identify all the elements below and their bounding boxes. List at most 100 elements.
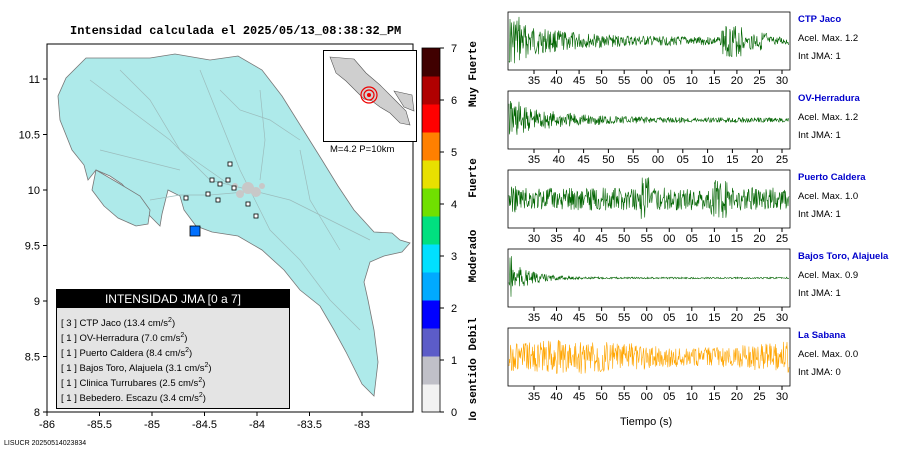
station-info-block: La Sabana Acel. Max. 0.0 Int JMA: 0 (798, 330, 858, 378)
map-x-tick-label: -83.5 (297, 419, 322, 431)
station-acel-label: Acel. Max. (798, 112, 843, 123)
waveform-x-tick-label: 50 (596, 75, 608, 87)
waveform-x-tick-label: 20 (751, 154, 763, 166)
station-acel: Acel. Max. 1.0 (798, 191, 866, 202)
waveform-x-tick-label: 50 (596, 312, 608, 324)
waveform-x-tick-label: 10 (686, 75, 698, 87)
waveform-x-tick-label: 25 (776, 154, 788, 166)
legend-unit: cm/s (184, 363, 205, 375)
scale-tick-label: 5 (451, 147, 457, 159)
legend-unit-exponent: 2 (204, 362, 209, 369)
map-y-tick-label: 10.5 (19, 130, 40, 142)
station-name: OV-Herradura (798, 93, 860, 104)
map-y-tick-label: 9 (34, 296, 40, 308)
urban-cluster (232, 182, 265, 198)
station-info-block: CTP Jaco Acel. Max. 1.2 Int JMA: 1 (798, 14, 858, 62)
waveform-x-tick-label: 55 (627, 154, 639, 166)
station-int-value: 1 (835, 209, 841, 220)
epicenter-ring-mid (363, 89, 375, 101)
waveform-x-tick-label: 10 (686, 312, 698, 324)
legend-row: [ 1 ] Puerto Caldera (8.4 cm/s2) (61, 347, 193, 360)
station-acel: Acel. Max. 1.2 (798, 33, 858, 44)
waveform-x-tick-label: 30 (776, 391, 788, 403)
peninsula-shape (91, 169, 151, 227)
station-info-column: CTP Jaco Acel. Max. 1.2 Int JMA: 1 OV-Herra… (798, 0, 910, 440)
map-y-tick-label: 8.5 (25, 352, 40, 364)
waveform-panel: 30 35 40 45 50 55 00 05 10 15 20 25 (507, 169, 791, 245)
legend-header: INTENSIDAD JMA [0 a 7] (57, 290, 289, 308)
station-int-value: 1 (835, 51, 841, 62)
scale-color-segment (422, 356, 440, 385)
waveform-x-tick-label: 05 (663, 75, 675, 87)
waveform-x-tick-label: 00 (652, 154, 664, 166)
waveform-x-tick-label: 00 (641, 391, 653, 403)
scale-tick-label: 0 (451, 407, 457, 419)
legend-row: [ 1 ] Clinica Turrubares (2.5 cm/s2) (61, 377, 206, 390)
station-int: Int JMA: 1 (798, 130, 860, 141)
station-acel-value: 0.0 (845, 349, 859, 360)
station-info-block: Bajos Toro, Alajuela Acel. Max. 0.9 Int JM… (798, 251, 888, 299)
station-acel-label: Acel. Max. (798, 349, 843, 360)
inset-map (323, 50, 417, 142)
legend-row: [ 1 ] Bebedero. Escazu (3.4 cm/s2) (61, 392, 206, 405)
legend-station-name: OV-Herradura (79, 333, 139, 345)
x-axis-label: Tiempo (s) (620, 416, 673, 428)
station-acel-label: Acel. Max. (798, 191, 843, 202)
waveform-x-tick-label: 10 (708, 233, 720, 245)
waveform-trace (508, 177, 790, 219)
waveform-x-tick-label: 40 (550, 391, 562, 403)
legend-level: [ 1 ] (61, 363, 77, 375)
waveform-x-tick-label: 50 (596, 391, 608, 403)
waveform-x-tick-label: 35 (550, 233, 562, 245)
legend-station-name: CTP Jaco (79, 318, 122, 330)
legend-station-name: Clinica Turrubares (79, 378, 157, 390)
waveform-x-tick-label: 40 (553, 154, 565, 166)
waveform-x-tick-label: 55 (641, 233, 653, 245)
station-acel: Acel. Max. 0.9 (798, 270, 888, 281)
waveform-x-tick-label: 45 (577, 154, 589, 166)
waveform-x-tick-label: 20 (731, 75, 743, 87)
legend-unit-exponent: 2 (180, 332, 185, 339)
scale-tick-label: 1 (451, 355, 457, 367)
inset-landmass (329, 56, 411, 126)
costa-rica-shape (57, 53, 411, 397)
waveform-panels: 35 40 45 50 55 00 05 10 15 20 25 30 35 40 45 50 55 00 05 10… (507, 11, 791, 403)
waveform-x-tick-label: 40 (550, 312, 562, 324)
waveform-x-tick-label: 45 (573, 75, 585, 87)
intensity-scale: 7 6 5 4 3 2 1 0 Muy Fuerte Fuerte Moderado Debil No… (421, 41, 480, 420)
inset-label: M=4.2 P=10km (330, 144, 395, 155)
legend-value: 8.4 (149, 348, 163, 360)
station-int-value: 1 (835, 130, 841, 141)
scale-color-segment (422, 300, 440, 329)
station-acel: Acel. Max. 1.2 (798, 112, 860, 123)
scale-tick-label: 6 (451, 95, 457, 107)
legend-level: [ 3 ] (61, 318, 77, 330)
waveform-x-tick-label: 30 (528, 233, 540, 245)
scale-color-segment (422, 104, 440, 133)
waveform-x-tick-label: 15 (708, 75, 720, 87)
legend-unit: cm/s (160, 333, 181, 345)
scale-frame (421, 47, 441, 413)
epicenter-ring-outer (360, 86, 378, 104)
scale-tick-label: 2 (451, 303, 457, 315)
station-acel-value: 0.9 (845, 270, 859, 281)
waveform-x-tick-label: 55 (618, 75, 630, 87)
scale-ticks: 7 6 5 4 3 2 1 0 (440, 43, 457, 419)
station-int-label: Int JMA: (798, 367, 833, 378)
map-y-axis: 11 10.5 10 9.5 9 8.5 8 (19, 74, 47, 419)
legend-unit: cm/s (178, 378, 199, 390)
waveform-x-tick-label: 00 (641, 312, 653, 324)
waveform-x-tick-label: 55 (618, 312, 630, 324)
waveform-x-tick-label: 05 (663, 312, 675, 324)
station-acel-value: 1.0 (845, 191, 859, 202)
waveform-x-tick-label: 10 (701, 154, 713, 166)
map-x-tick-label: -84 (249, 419, 265, 431)
station-acel-value: 1.2 (845, 33, 859, 44)
waveform-x-tick-label: 30 (776, 75, 788, 87)
station-int-value: 1 (835, 288, 841, 299)
station-acel-value: 1.2 (845, 112, 859, 123)
legend-value: 3.4 (162, 393, 177, 405)
waveform-panel: 35 40 45 50 55 00 05 10 15 20 25 (507, 90, 791, 166)
station-name: Puerto Caldera (798, 172, 866, 183)
epicenter-icon (367, 93, 371, 97)
